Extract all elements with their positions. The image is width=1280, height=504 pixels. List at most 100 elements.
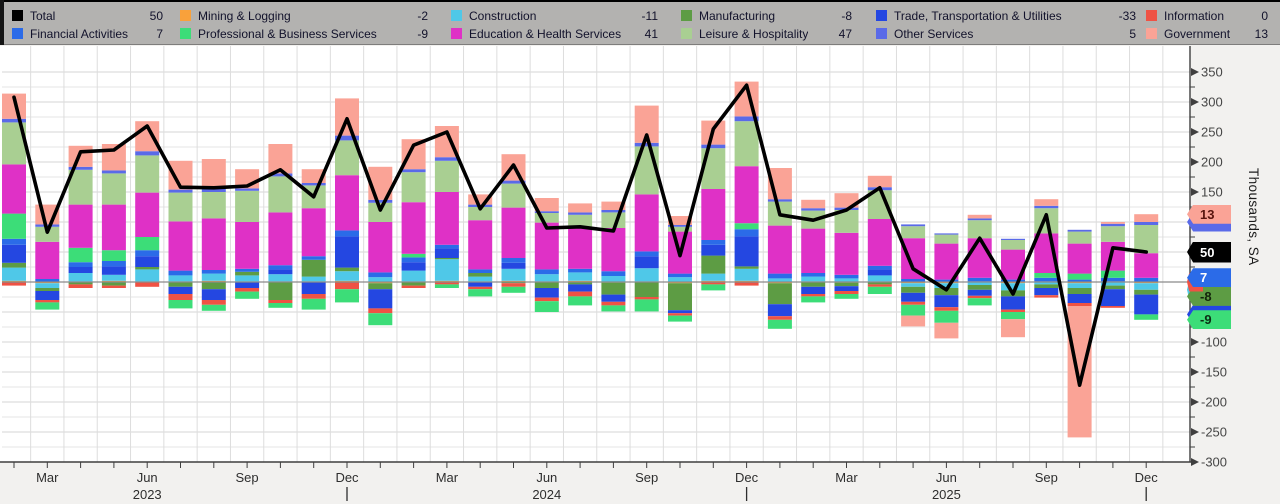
y-axis-title: Thousands, SA (1246, 168, 1261, 266)
bar-segment (2, 238, 26, 245)
bar-segment (934, 243, 959, 280)
bar-segment (101, 285, 126, 288)
legend-value: 7 (156, 26, 163, 41)
bar-segment (268, 265, 293, 270)
bar-segment (235, 190, 260, 222)
bar-segment (235, 288, 260, 292)
bar-segment (235, 271, 260, 276)
bar-segment (901, 286, 926, 293)
bar-segment (35, 241, 60, 279)
bar-segment (135, 282, 160, 287)
legend-item-other-services[interactable]: Other Services 5 (876, 26, 1136, 41)
legend-value: 5 (1129, 26, 1136, 41)
bar-segment (168, 300, 193, 309)
bar-segment (1134, 225, 1159, 254)
bar-segment (767, 273, 792, 279)
legend-value: 0 (1261, 8, 1268, 23)
bar-segment (101, 282, 126, 286)
bar-segment (401, 262, 426, 271)
legend-label: Mining & Logging (198, 8, 291, 23)
legend-value: -11 (641, 8, 658, 23)
legend-item-government[interactable]: Government 13 (1146, 26, 1268, 41)
bar-segment (534, 274, 559, 282)
bar-segment (934, 322, 959, 339)
bar-segment (301, 298, 326, 310)
legend-item-construction[interactable]: Construction -11 (451, 8, 658, 23)
bar-segment (335, 236, 359, 268)
svg-text:Dec: Dec (735, 470, 759, 485)
bar-segment (534, 297, 559, 302)
bar-segment (601, 301, 626, 306)
bar-segment (201, 192, 226, 219)
legend-swatch-financial-activities (12, 28, 23, 39)
bar-segment (1100, 289, 1125, 306)
bar-segment (734, 268, 759, 281)
bar-segment (2, 282, 26, 286)
bar-segment (901, 301, 926, 305)
bar-segment (135, 192, 160, 237)
svg-text:Sep: Sep (635, 470, 658, 485)
bar-segment (534, 213, 559, 223)
bar-segment (35, 279, 60, 282)
bar-segment (967, 282, 992, 285)
total-line (12, 83, 1148, 388)
bar-segment (1001, 319, 1025, 338)
legend-item-trade-transportation-utilities[interactable]: Trade, Transportation & Utilities -33 (876, 8, 1136, 23)
bar-segment (734, 223, 759, 230)
svg-text:2023: 2023 (133, 487, 162, 502)
bar-segment (135, 155, 160, 193)
bar-segment (434, 282, 459, 285)
legend-item-education-health-services[interactable]: Education & Health Services 41 (451, 26, 658, 41)
bar-segment (934, 288, 959, 296)
stacked-bars (2, 81, 1159, 438)
bar-segment (1100, 222, 1125, 224)
bar-segment (468, 207, 493, 221)
bar-segment (301, 256, 326, 260)
bar-segment (568, 214, 593, 227)
bar-segment (135, 237, 160, 251)
legend-item-mining-logging[interactable]: Mining & Logging -2 (180, 8, 428, 23)
legend-label: Total (30, 8, 56, 23)
legend-swatch-total (12, 10, 23, 21)
bar-segment (867, 175, 892, 188)
bar-segment (434, 259, 459, 281)
bar-segment (268, 176, 293, 213)
bar-segment (68, 282, 93, 285)
legend-item-information[interactable]: Information 0 (1146, 8, 1268, 23)
bar-segment (235, 282, 260, 288)
bar-segment (901, 315, 926, 327)
bar-segment (135, 151, 160, 156)
svg-text:Dec: Dec (335, 470, 359, 485)
legend-swatch-trade-transportation-utilities (876, 10, 887, 21)
bar-segment (135, 269, 160, 282)
bar-segment (468, 220, 493, 270)
bar-segment (701, 273, 726, 281)
bar-segment (1001, 238, 1025, 240)
legend-item-manufacturing[interactable]: Manufacturing -8 (681, 8, 852, 23)
bar-segment (834, 274, 859, 279)
bar-segment (368, 199, 393, 203)
legend-item-professional-business-services[interactable]: Professional & Business Services -9 (180, 26, 428, 41)
bar-segment (634, 194, 659, 252)
legend-item-total[interactable]: Total 50 (12, 8, 163, 23)
svg-text:Sep: Sep (236, 470, 259, 485)
svg-text:Mar: Mar (835, 470, 858, 485)
bar-segment (268, 282, 293, 300)
bar-segment (301, 276, 326, 282)
bar-segment (101, 274, 126, 281)
svg-text:300: 300 (1201, 95, 1223, 110)
bar-segment (734, 266, 759, 269)
bar-segment (701, 282, 726, 285)
legend-item-leisure-hospitality[interactable]: Leisure & Hospitality 47 (681, 26, 852, 41)
bar-segment (568, 268, 593, 273)
bar-segment (368, 202, 393, 222)
bar-segment (967, 295, 992, 299)
bar-segment (734, 236, 759, 267)
bar-segment (1134, 314, 1159, 320)
legend-item-financial-activities[interactable]: Financial Activities 7 (12, 26, 163, 41)
bar-segment (101, 173, 126, 205)
bar-segment (68, 262, 93, 267)
legend-value: -33 (1118, 8, 1136, 23)
